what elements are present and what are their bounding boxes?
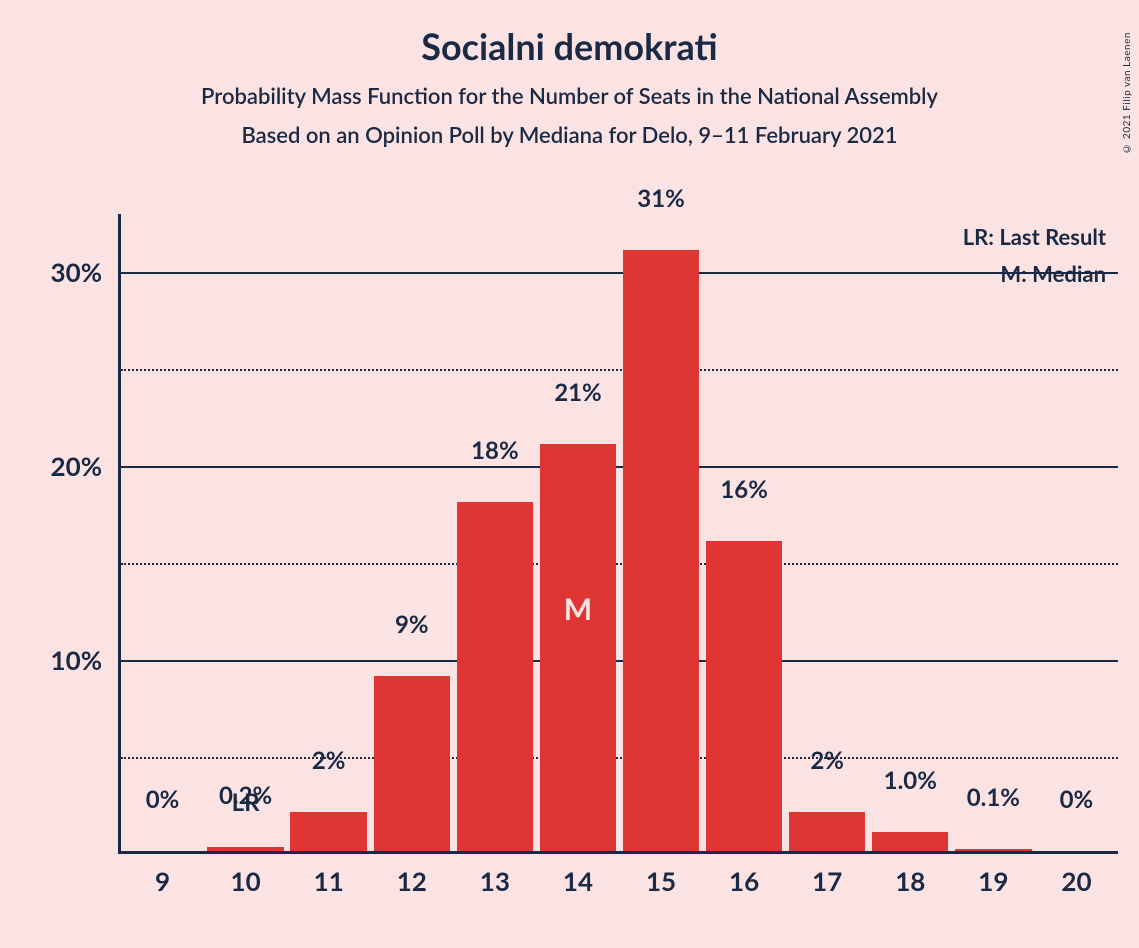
bar-value-label: 0% xyxy=(1035,785,1118,818)
bar-slot: 2%17 xyxy=(786,214,869,851)
x-tick-label: 18 xyxy=(869,851,952,897)
copyright-text: © 2021 Filip van Laenen xyxy=(1121,32,1133,155)
x-tick-label: 10 xyxy=(204,851,287,897)
bar-slot: 2%11 xyxy=(287,214,370,851)
bar-slot: 0%20 xyxy=(1035,214,1118,851)
bar-value-label: 0% xyxy=(121,785,204,818)
y-tick-label: 20% xyxy=(51,450,102,482)
bar-slot: 16%16 xyxy=(703,214,786,851)
bar-value-label: 2% xyxy=(786,746,869,779)
y-axis: 10% 20% 30% xyxy=(40,214,110,924)
bar-value-label: 18% xyxy=(453,436,536,469)
bar-slot: 0%9 xyxy=(121,214,204,851)
bar-value-label: 31% xyxy=(620,184,703,217)
bar-slot: 21%M14 xyxy=(536,214,619,851)
bar xyxy=(457,502,533,851)
bar-slot: 31%15 xyxy=(620,214,703,851)
bar-value-label: 9% xyxy=(370,610,453,643)
bar-value-label: 2% xyxy=(287,746,370,779)
bar xyxy=(872,832,948,851)
bar-slot: 18%13 xyxy=(453,214,536,851)
bar xyxy=(623,250,699,851)
x-tick-label: 11 xyxy=(287,851,370,897)
chart-subtitle-1: Probability Mass Function for the Number… xyxy=(0,82,1139,109)
chart-title: Socialni demokrati xyxy=(0,24,1139,68)
bar-value-label: 21% xyxy=(536,378,619,411)
median-marker: M xyxy=(536,591,619,627)
x-tick-label: 16 xyxy=(703,851,786,897)
x-tick-label: 13 xyxy=(453,851,536,897)
bar-value-label: 16% xyxy=(703,475,786,508)
bar xyxy=(540,444,616,851)
bar-value-label: 1.0% xyxy=(869,766,952,799)
x-tick-label: 9 xyxy=(121,851,204,897)
x-tick-label: 12 xyxy=(370,851,453,897)
x-tick-label: 19 xyxy=(952,851,1035,897)
chart-subtitle-2: Based on an Opinion Poll by Mediana for … xyxy=(0,121,1139,148)
bar-slot: 1.0%18 xyxy=(869,214,952,851)
plot-area: LR: Last Result M: Median 0%90.2%LR102%1… xyxy=(118,214,1118,854)
lr-marker: LR xyxy=(204,788,287,817)
x-tick-label: 14 xyxy=(536,851,619,897)
y-tick-label: 30% xyxy=(51,256,102,288)
bar xyxy=(290,812,366,851)
bar-slot: 0.1%19 xyxy=(952,214,1035,851)
bar-value-label: 0.1% xyxy=(952,783,1035,816)
x-tick-label: 17 xyxy=(786,851,869,897)
x-tick-label: 20 xyxy=(1035,851,1118,897)
bar xyxy=(789,812,865,851)
bars-container: 0%90.2%LR102%119%1218%1321%M1431%1516%16… xyxy=(121,214,1118,851)
bar xyxy=(706,541,782,851)
x-tick-label: 15 xyxy=(620,851,703,897)
bar xyxy=(374,676,450,851)
chart-area: 10% 20% 30% LR: Last Result M: Median 0%90… xyxy=(40,214,1120,924)
bar-slot: 9%12 xyxy=(370,214,453,851)
y-tick-label: 10% xyxy=(51,644,102,676)
bar-slot: 0.2%LR10 xyxy=(204,214,287,851)
